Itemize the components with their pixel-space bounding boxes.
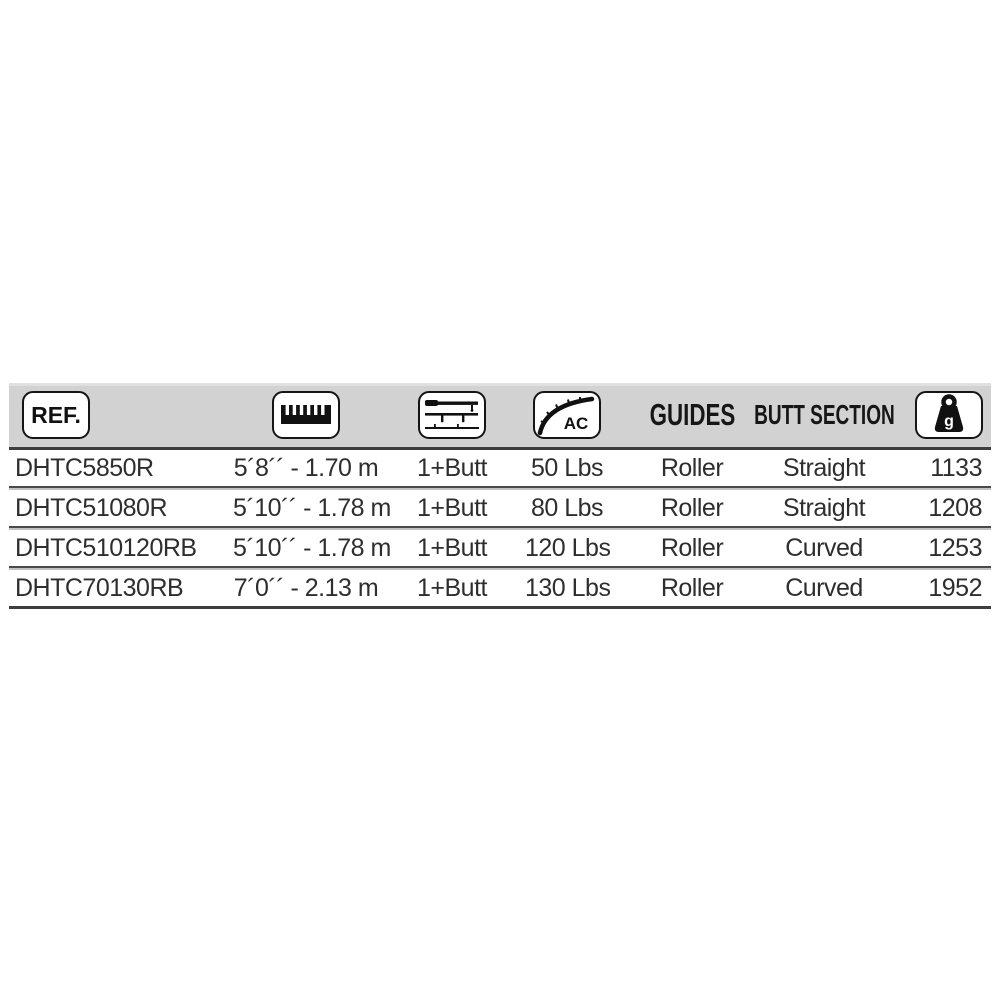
- cell-action: 80 Lbs: [530, 493, 604, 522]
- header-cell-length: [233, 391, 379, 439]
- table-row: DHTC70130RB 7´0´´ - 2.13 m 1+Butt 130 Lb…: [9, 570, 991, 606]
- header-cell-weight: g: [873, 391, 991, 439]
- table-header: REF.: [9, 383, 991, 450]
- ref-badge: REF.: [22, 391, 90, 439]
- rod-sections-icon-glyph: [425, 400, 479, 429]
- cell-butt-section: Straight: [782, 453, 866, 482]
- cell-sections: 1+Butt: [417, 493, 487, 522]
- cell-guides: Roller: [660, 493, 724, 522]
- row-separator: [9, 526, 991, 530]
- header-cell-sections: [379, 391, 525, 439]
- cell-length: 5´10´´ - 1.78 m: [233, 493, 391, 522]
- ruler-icon-glyph: [281, 405, 331, 424]
- cell-action: 50 Lbs: [530, 453, 604, 482]
- table-row: DHTC51080R 5´10´´ - 1.78 m 1+Butt 80 Lbs…: [9, 490, 991, 526]
- ref-label: REF.: [31, 401, 81, 428]
- header-cell-butt-section: BUTT SECTION: [754, 399, 895, 431]
- rod-spec-table: REF.: [9, 383, 991, 609]
- rod-action-gauge-icon-glyph: AC: [537, 396, 595, 436]
- cell-ref: DHTC70130RB: [15, 573, 184, 602]
- cell-sections: 1+Butt: [417, 573, 487, 602]
- cell-guides: Roller: [660, 533, 724, 562]
- cell-sections: 1+Butt: [417, 453, 487, 482]
- guides-label: GUIDES: [649, 397, 735, 432]
- rod-action-gauge-icon: AC: [533, 391, 601, 439]
- cell-weight: 1952: [928, 573, 982, 602]
- header-cell-action: AC: [525, 391, 609, 439]
- row-separator: [9, 486, 991, 490]
- weight-icon-glyph: g: [934, 394, 964, 432]
- row-separator: [9, 566, 991, 570]
- cell-guides: Roller: [660, 453, 724, 482]
- cell-weight: 1253: [928, 533, 982, 562]
- weight-icon: g: [915, 391, 983, 439]
- cell-weight: 1208: [928, 493, 982, 522]
- grams-label: g: [944, 413, 954, 430]
- cell-butt-section: Straight: [782, 493, 866, 522]
- cell-length: 5´8´´ - 1.70 m: [233, 453, 379, 482]
- cell-ref: DHTC5850R: [15, 453, 154, 482]
- cell-butt-section: Curved: [785, 533, 863, 562]
- cell-action: 120 Lbs: [525, 533, 611, 562]
- cell-length: 7´0´´ - 2.13 m: [233, 573, 379, 602]
- rod-sections-icon: [418, 391, 486, 439]
- cell-guides: Roller: [660, 573, 724, 602]
- table-row: DHTC5850R 5´8´´ - 1.70 m 1+Butt 50 Lbs R…: [9, 450, 991, 486]
- table-row: DHTC510120RB 5´10´´ - 1.78 m 1+Butt 120 …: [9, 530, 991, 566]
- header-cell-ref: REF.: [9, 391, 233, 439]
- ac-label: AC: [564, 414, 589, 433]
- butt-section-label: BUTT SECTION: [753, 399, 895, 430]
- cell-sections: 1+Butt: [417, 533, 487, 562]
- cell-ref: DHTC510120RB: [15, 533, 197, 562]
- cell-butt-section: Curved: [785, 573, 863, 602]
- ruler-icon: [272, 391, 340, 439]
- cell-length: 5´10´´ - 1.78 m: [233, 533, 391, 562]
- cell-ref: DHTC51080R: [15, 493, 168, 522]
- cell-action: 130 Lbs: [525, 573, 611, 602]
- table-bottom-rule: [9, 606, 991, 609]
- cell-weight: 1133: [930, 453, 982, 482]
- header-cell-guides: GUIDES: [609, 397, 775, 433]
